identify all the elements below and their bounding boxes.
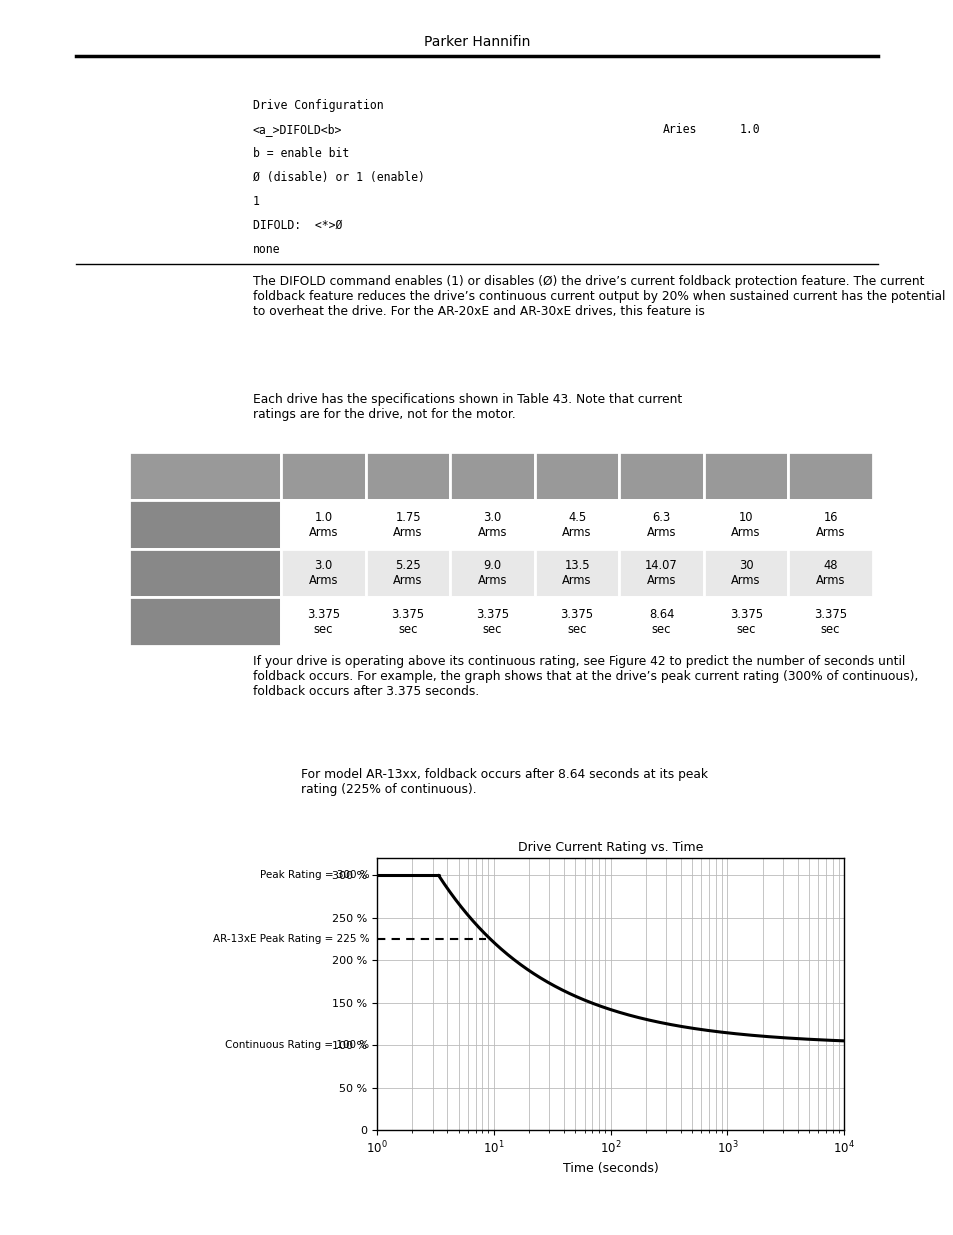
Text: 1.75
Arms: 1.75 Arms bbox=[393, 511, 422, 538]
Text: 6.3
Arms: 6.3 Arms bbox=[646, 511, 676, 538]
Text: Aries: Aries bbox=[662, 124, 697, 136]
Text: Drive Configuration: Drive Configuration bbox=[253, 99, 383, 112]
Text: 1: 1 bbox=[253, 195, 259, 209]
Text: For model AR-13xx, foldback occurs after 8.64 seconds at its peak
rating (225% o: For model AR-13xx, foldback occurs after… bbox=[300, 768, 707, 797]
Text: 3.375
sec: 3.375 sec bbox=[476, 608, 509, 636]
Text: 48
Arms: 48 Arms bbox=[815, 559, 844, 587]
Text: 1.0
Arms: 1.0 Arms bbox=[309, 511, 338, 538]
Text: 30
Arms: 30 Arms bbox=[731, 559, 760, 587]
Text: b = enable bit: b = enable bit bbox=[253, 147, 349, 161]
Text: If your drive is operating above its continuous rating, see Figure 42 to predict: If your drive is operating above its con… bbox=[253, 655, 917, 698]
Text: none: none bbox=[253, 243, 280, 257]
Text: DIFOLD:  <*>Ø: DIFOLD: <*>Ø bbox=[253, 220, 342, 232]
Text: Ø (disable) or 1 (enable): Ø (disable) or 1 (enable) bbox=[253, 170, 424, 184]
Text: Peak Rating = 300 %: Peak Rating = 300 % bbox=[259, 871, 369, 881]
Text: 3.375
sec: 3.375 sec bbox=[560, 608, 593, 636]
Text: The DIFOLD command enables (1) or disables (Ø) the drive’s current foldback prot: The DIFOLD command enables (1) or disabl… bbox=[253, 275, 944, 319]
Text: 3.375
sec: 3.375 sec bbox=[391, 608, 424, 636]
Text: 4.5
Arms: 4.5 Arms bbox=[561, 511, 591, 538]
Text: 13.5
Arms: 13.5 Arms bbox=[561, 559, 591, 587]
Text: 9.0
Arms: 9.0 Arms bbox=[477, 559, 507, 587]
Text: 3.375
sec: 3.375 sec bbox=[813, 608, 846, 636]
Text: AR-13xE Peak Rating = 225 %: AR-13xE Peak Rating = 225 % bbox=[213, 934, 369, 944]
Text: Continuous Rating = 100 %: Continuous Rating = 100 % bbox=[225, 1040, 369, 1050]
Text: <a_>DIFOLD<b>: <a_>DIFOLD<b> bbox=[253, 124, 342, 136]
Text: 5.25
Arms: 5.25 Arms bbox=[393, 559, 422, 587]
Text: Each drive has the specifications shown in Table 43. Note that current
ratings a: Each drive has the specifications shown … bbox=[253, 393, 681, 421]
Text: 14.07
Arms: 14.07 Arms bbox=[644, 559, 678, 587]
Text: Parker Hannifin: Parker Hannifin bbox=[423, 35, 530, 48]
Text: 10
Arms: 10 Arms bbox=[731, 511, 760, 538]
Text: 3.375
sec: 3.375 sec bbox=[729, 608, 761, 636]
Text: 3.0
Arms: 3.0 Arms bbox=[309, 559, 338, 587]
Title: Drive Current Rating vs. Time: Drive Current Rating vs. Time bbox=[517, 841, 702, 855]
Text: 8.64
sec: 8.64 sec bbox=[648, 608, 674, 636]
Text: 1.0: 1.0 bbox=[739, 124, 760, 136]
X-axis label: Time (seconds): Time (seconds) bbox=[562, 1162, 658, 1174]
Text: 3.375
sec: 3.375 sec bbox=[307, 608, 340, 636]
Text: 3.0
Arms: 3.0 Arms bbox=[477, 511, 507, 538]
Text: 16
Arms: 16 Arms bbox=[815, 511, 844, 538]
